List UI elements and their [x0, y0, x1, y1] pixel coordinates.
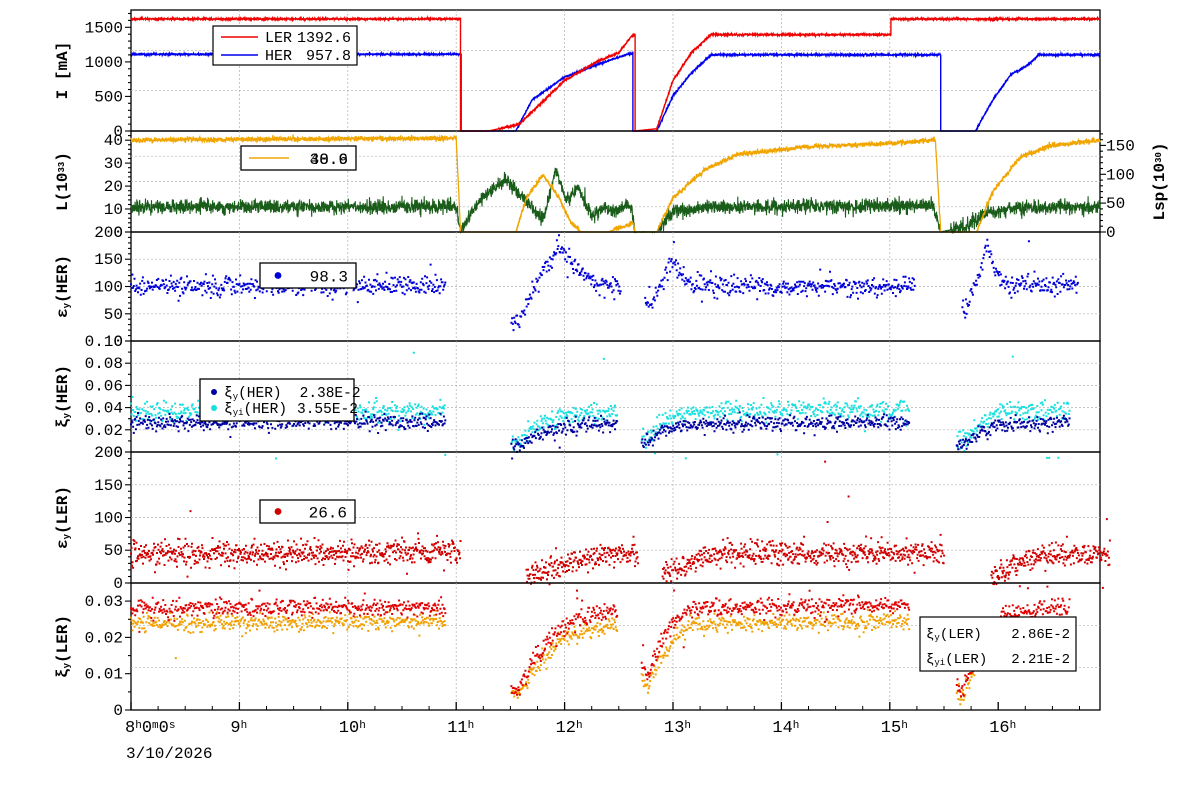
svg-text:HER: HER — [265, 48, 292, 65]
svg-text:0.10: 0.10 — [85, 333, 123, 351]
svg-text:0.02: 0.02 — [85, 422, 123, 440]
svg-text:100: 100 — [1106, 166, 1135, 184]
svg-text:0.03: 0.03 — [85, 593, 123, 611]
svg-text:100: 100 — [94, 510, 123, 528]
svg-text:0.06: 0.06 — [85, 377, 123, 395]
svg-text:0.02: 0.02 — [85, 629, 123, 647]
svg-text:50: 50 — [1106, 195, 1125, 213]
svg-text:40: 40 — [104, 132, 123, 150]
svg-text:150: 150 — [1106, 137, 1135, 155]
svg-text:50: 50 — [104, 542, 123, 560]
svg-text:0: 0 — [113, 702, 123, 720]
svg-text:LER: LER — [265, 30, 292, 47]
svg-text:0: 0 — [1106, 224, 1116, 242]
svg-text:1392.6: 1392.6 — [297, 30, 351, 47]
svg-text:0.01: 0.01 — [85, 666, 123, 684]
svg-text:500: 500 — [94, 88, 123, 106]
svg-text:1500: 1500 — [85, 19, 123, 37]
svg-text:20: 20 — [104, 178, 123, 196]
svg-text:50: 50 — [104, 306, 123, 324]
svg-text:100: 100 — [94, 279, 123, 297]
svg-text:150: 150 — [94, 251, 123, 269]
svg-text:εy(HER): εy(HER) — [54, 255, 72, 318]
svg-text:0: 0 — [113, 575, 123, 593]
svg-text:ξy(LER): ξy(LER) — [926, 627, 982, 643]
svg-text:2.86E-2: 2.86E-2 — [1011, 627, 1070, 643]
svg-text:L(1033): L(1033) — [54, 152, 72, 211]
svg-text:10: 10 — [104, 201, 123, 219]
svg-text:98.3: 98.3 — [310, 269, 348, 287]
svg-text:0.08: 0.08 — [85, 355, 123, 373]
svg-text:48.9: 48.9 — [310, 151, 348, 169]
svg-text:8h0m0s: 8h0m0s — [125, 719, 175, 738]
svg-text:30: 30 — [104, 155, 123, 173]
svg-text:0.04: 0.04 — [85, 400, 123, 418]
svg-text:ξy(LER): ξy(LER) — [54, 615, 72, 678]
svg-text:εy(LER): εy(LER) — [54, 486, 72, 549]
svg-text:ξy(HER): ξy(HER) — [54, 365, 72, 428]
svg-text:150: 150 — [94, 477, 123, 495]
svg-text:3/10/2026: 3/10/2026 — [126, 745, 212, 763]
svg-text:2.21E-2: 2.21E-2 — [1011, 652, 1070, 668]
svg-text:I [mA]: I [mA] — [54, 42, 72, 100]
svg-text:26.6: 26.6 — [309, 505, 347, 523]
svg-text:200: 200 — [94, 224, 123, 242]
svg-text:200: 200 — [94, 444, 123, 462]
svg-text:957.8: 957.8 — [306, 48, 351, 65]
svg-text:1000: 1000 — [85, 54, 123, 72]
